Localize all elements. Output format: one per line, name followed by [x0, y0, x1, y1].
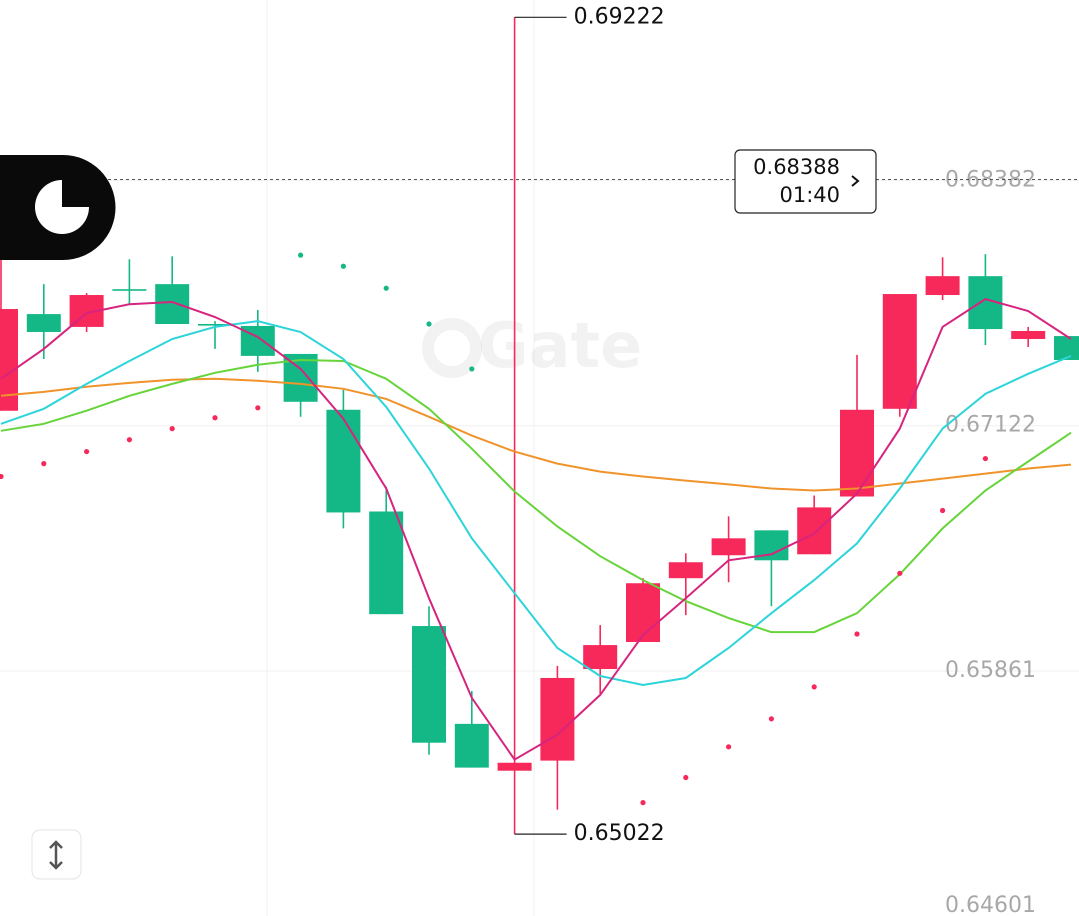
y-tick-label: 0.65861 [945, 658, 1036, 683]
watermark-icon [422, 318, 482, 378]
ma-line [0, 298, 1072, 761]
sar-dot [0, 473, 4, 480]
sar-dot [640, 800, 646, 806]
candle-body [1054, 336, 1079, 360]
watermark-text: Gate [478, 309, 642, 382]
ma-line [0, 377, 1072, 492]
candle-body [155, 284, 190, 325]
sar-dot [383, 285, 389, 291]
sar-dot [726, 744, 732, 750]
y-tick-label: 0.67122 [945, 413, 1036, 438]
candle-body [412, 626, 446, 743]
extreme-marker-label: 0.69222 [574, 4, 665, 29]
candle-body [882, 294, 917, 409]
y-tick-label: 0.64601 [945, 893, 1036, 916]
candle-body [369, 511, 404, 615]
sar-dot [854, 631, 860, 637]
candle-body [583, 645, 618, 670]
sar-dot [126, 437, 132, 443]
candle-body [925, 276, 960, 296]
candle-body [668, 562, 703, 579]
price-label[interactable]: 0.68388 01:40 [734, 149, 877, 214]
sar-dot [469, 366, 475, 372]
sar-dot [897, 570, 903, 576]
logo-icon-cut [62, 196, 75, 207]
countdown: 01:40 [779, 183, 840, 207]
sar-dot [255, 405, 261, 411]
button-icon [49, 840, 63, 870]
sar-dot [169, 426, 175, 432]
candle-body [626, 583, 660, 642]
ma-line [0, 320, 1072, 687]
ma-line [0, 358, 1072, 634]
sar-dot [811, 684, 817, 690]
sar-dot [768, 716, 775, 722]
y-tick-label: 0.68382 [945, 168, 1036, 193]
sar-dot [298, 252, 304, 258]
sar-dot [84, 448, 90, 455]
sar-dot [426, 321, 432, 327]
sar-dot [982, 455, 989, 462]
plot-area: 0.64601 0.65861 0.67122 0.68382 0.69222 0.650… [0, 4, 1079, 916]
sar-dot [212, 415, 218, 421]
candle-body [1011, 331, 1046, 339]
sar-dot [940, 507, 946, 514]
logo [0, 155, 116, 260]
candle-body [840, 409, 874, 497]
sar-dot [683, 774, 689, 781]
candle-body [711, 538, 746, 556]
candle-body [198, 324, 232, 326]
scale-toggle-button[interactable] [31, 829, 82, 880]
candle-body [0, 309, 18, 411]
candle-body [797, 507, 832, 555]
price-box-frame[interactable] [734, 149, 877, 214]
candle-body [112, 289, 147, 291]
watermark: Gate [422, 309, 642, 382]
price-value: 0.68388 [753, 155, 840, 179]
chevron [851, 175, 860, 187]
sar-dot [41, 461, 47, 467]
candle-body [454, 723, 489, 768]
candle-body [326, 409, 361, 513]
extreme-marker-label: 0.65022 [574, 821, 665, 846]
candle-body [497, 762, 532, 771]
sar-dot [340, 263, 346, 269]
candle-body [540, 677, 575, 761]
candle-body [26, 314, 61, 332]
